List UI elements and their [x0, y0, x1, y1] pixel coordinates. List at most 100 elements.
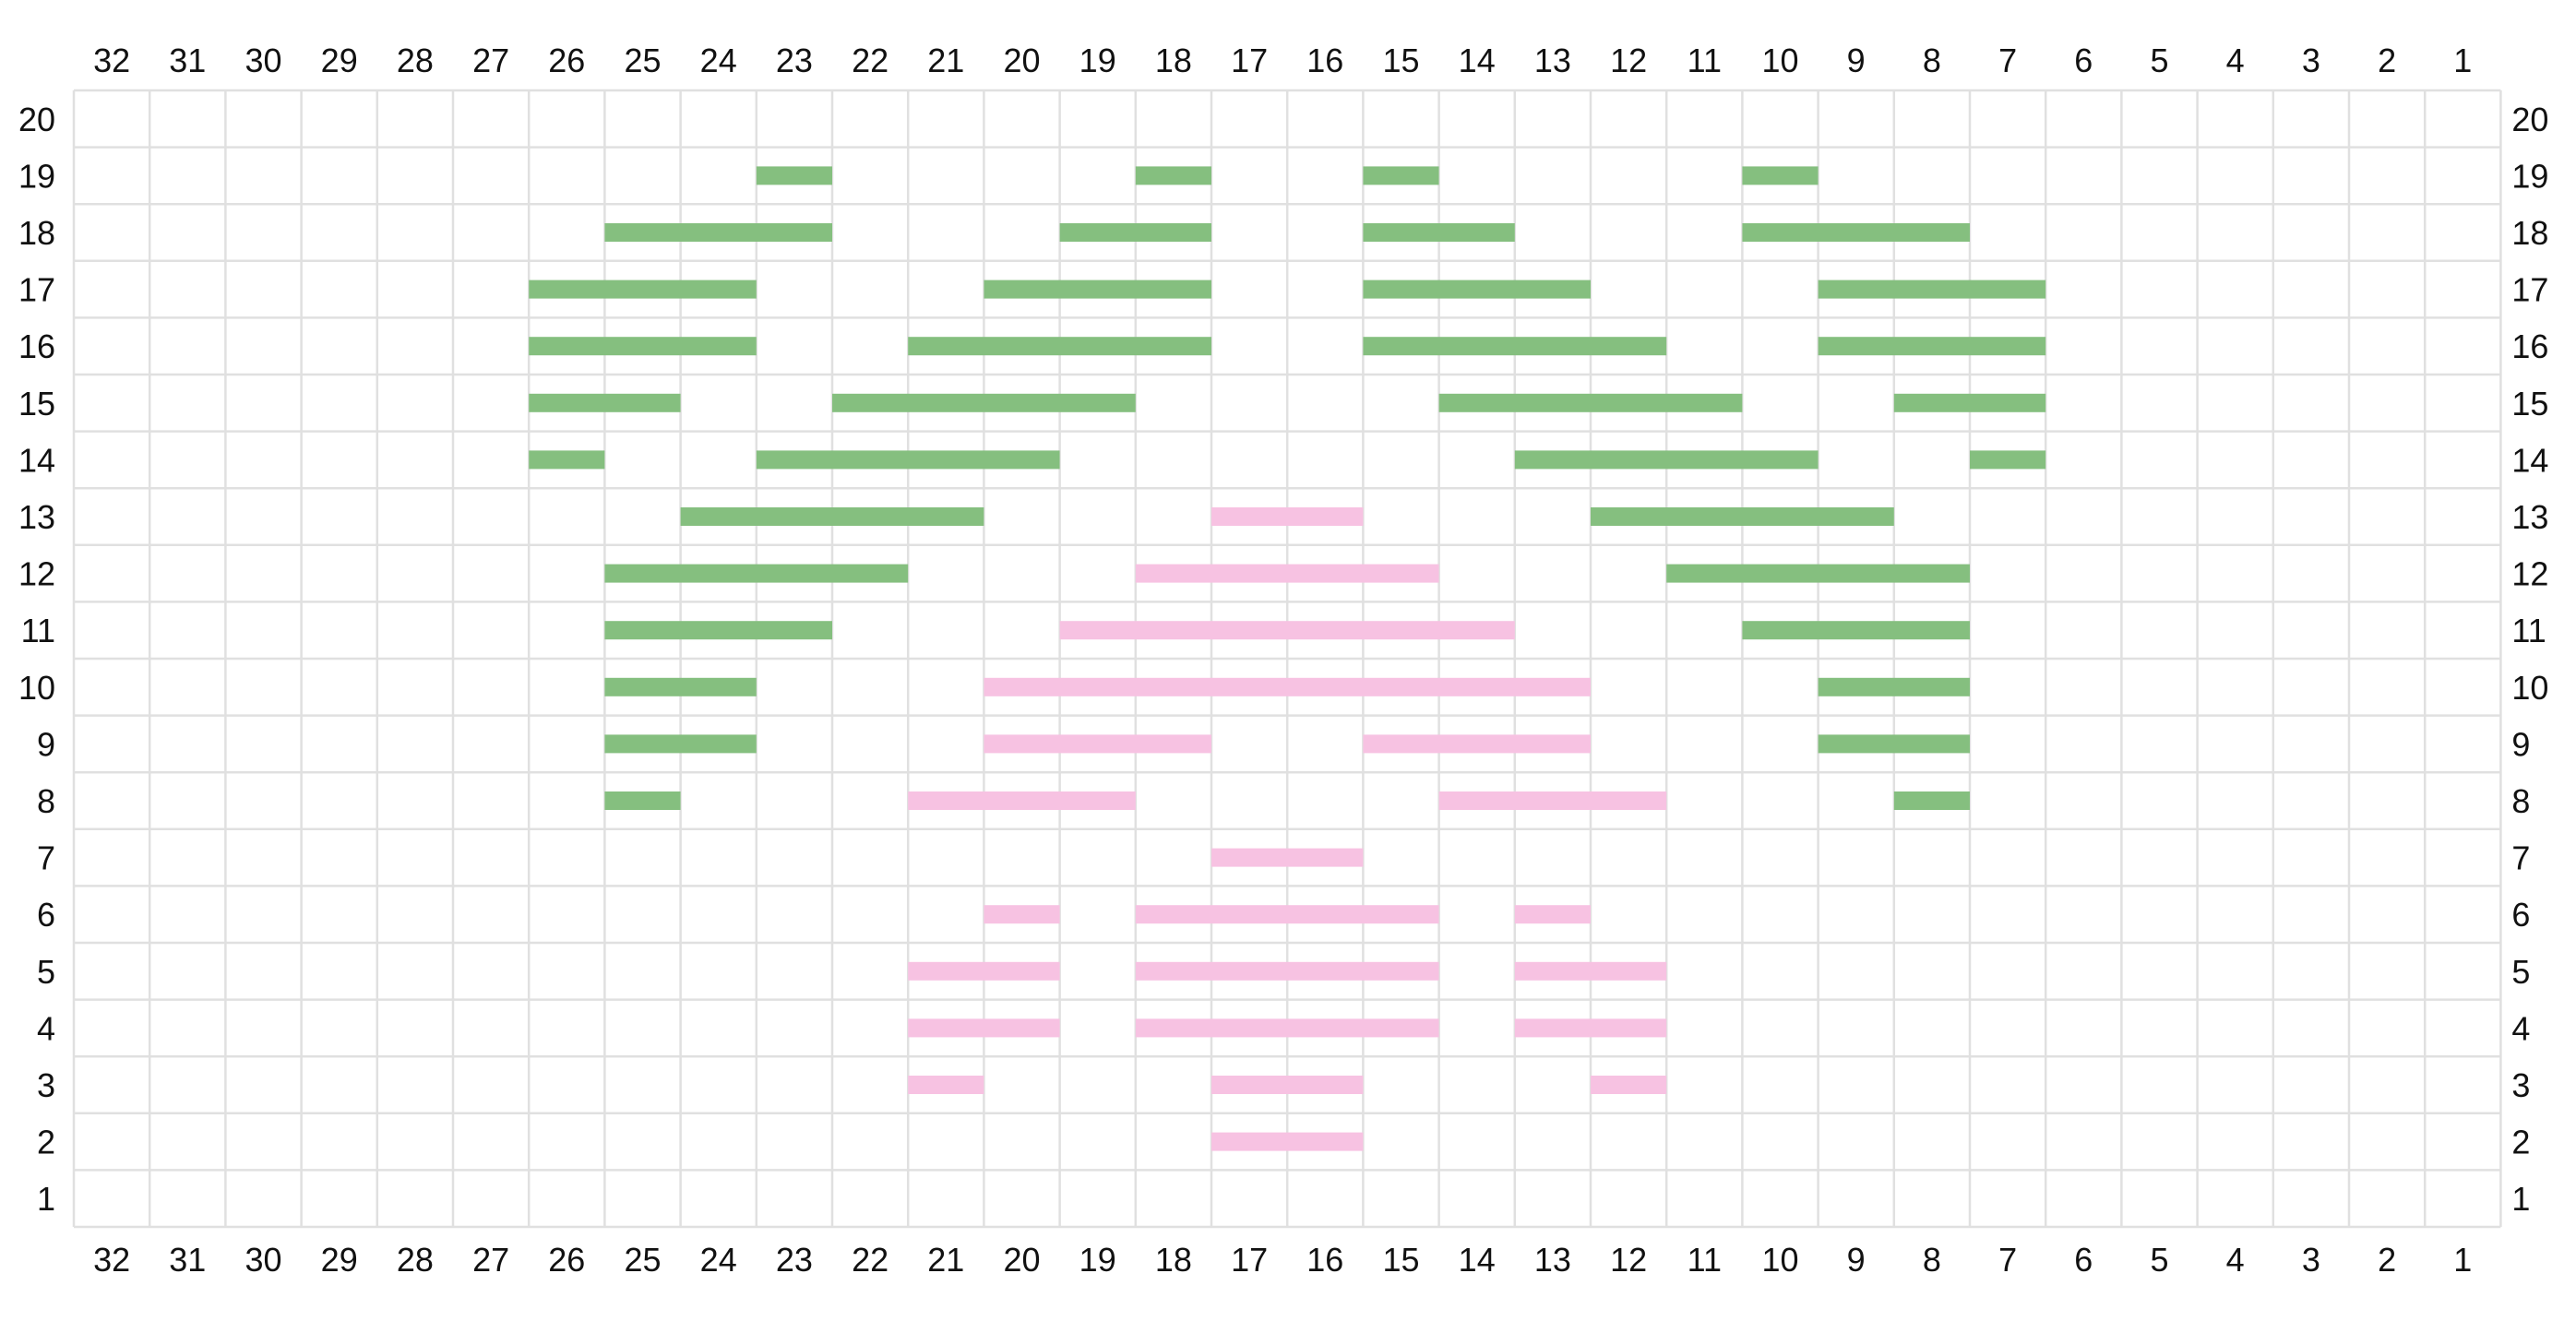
- green-segment: [604, 677, 757, 696]
- green-segment: [1363, 280, 1591, 299]
- pink-segment: [1514, 905, 1591, 924]
- row-label-left: 7: [37, 839, 55, 877]
- grid-lines: [72, 89, 2502, 1229]
- green-segment: [756, 166, 832, 185]
- column-label-bottom: 27: [472, 1241, 509, 1279]
- segments: [529, 166, 2046, 1151]
- green-segment: [604, 564, 909, 583]
- pink-segment: [1059, 621, 1515, 640]
- green-segment: [1818, 734, 1970, 754]
- pink-segment: [1363, 734, 1591, 754]
- row-label-right: 16: [2511, 327, 2548, 365]
- row-label-left: 12: [18, 555, 55, 593]
- green-segment: [1363, 223, 1515, 242]
- row-label-right: 15: [2511, 385, 2548, 422]
- row-label-right: 8: [2511, 782, 2530, 820]
- column-label-bottom: 32: [93, 1241, 130, 1279]
- row-label-left: 18: [18, 214, 55, 252]
- pink-segment: [1438, 791, 1667, 810]
- column-label-bottom: 16: [1306, 1241, 1343, 1279]
- green-segment: [1818, 337, 2046, 356]
- column-label-top: 9: [1847, 42, 1866, 79]
- green-segment: [1363, 166, 1439, 185]
- column-label-top: 4: [2226, 42, 2245, 79]
- row-label-left: 20: [18, 101, 55, 138]
- column-label-top: 5: [2150, 42, 2168, 79]
- column-label-top: 21: [927, 42, 964, 79]
- row-label-left: 19: [18, 157, 55, 195]
- column-label-bottom: 13: [1534, 1241, 1571, 1279]
- green-segment: [1818, 280, 2046, 299]
- column-label-bottom: 26: [548, 1241, 585, 1279]
- green-segment: [908, 337, 1211, 356]
- column-label-top: 16: [1306, 42, 1343, 79]
- column-label-top: 22: [852, 42, 888, 79]
- green-segment: [604, 223, 832, 242]
- column-label-top: 13: [1534, 42, 1571, 79]
- row-label-right: 19: [2511, 157, 2548, 195]
- green-segment: [1059, 223, 1211, 242]
- column-label-top: 7: [1998, 42, 2017, 79]
- pink-segment: [1211, 1132, 1364, 1151]
- row-label-left: 17: [18, 271, 55, 309]
- column-label-top: 25: [624, 42, 661, 79]
- green-segment: [529, 450, 605, 470]
- row-label-right: 17: [2511, 271, 2548, 309]
- row-label-right: 11: [2511, 612, 2546, 649]
- column-label-bottom: 17: [1231, 1241, 1268, 1279]
- row-label-left: 2: [37, 1124, 55, 1161]
- column-label-top: 12: [1610, 42, 1647, 79]
- column-label-top: 18: [1155, 42, 1192, 79]
- column-label-bottom: 30: [244, 1241, 281, 1279]
- column-label-top: 32: [93, 42, 130, 79]
- green-segment: [1514, 450, 1819, 470]
- column-label-top: 23: [776, 42, 813, 79]
- row-label-left: 13: [18, 498, 55, 536]
- row-label-left: 3: [37, 1066, 55, 1104]
- column-label-top: 3: [2302, 42, 2320, 79]
- pink-segment: [908, 791, 1136, 810]
- row-label-right: 7: [2511, 839, 2530, 877]
- green-segment: [1363, 337, 1667, 356]
- green-segment: [1135, 166, 1211, 185]
- row-label-left: 11: [21, 612, 55, 649]
- pink-segment: [1211, 507, 1364, 526]
- column-label-bottom: 7: [1998, 1241, 2017, 1279]
- pink-segment: [1514, 1018, 1667, 1038]
- row-label-right: 9: [2511, 725, 2530, 763]
- column-label-top: 2: [2378, 42, 2396, 79]
- column-label-top: 24: [700, 42, 737, 79]
- green-segment: [604, 621, 832, 640]
- green-segment: [680, 507, 984, 526]
- row-label-left: 16: [18, 327, 55, 365]
- pink-segment: [1211, 848, 1364, 867]
- column-label-bottom: 18: [1155, 1241, 1192, 1279]
- green-segment: [604, 734, 757, 754]
- row-label-right: 3: [2511, 1066, 2530, 1104]
- green-segment: [604, 791, 681, 810]
- green-segment: [1666, 564, 1970, 583]
- column-label-bottom: 10: [1761, 1241, 1798, 1279]
- green-segment: [1438, 393, 1743, 412]
- green-segment: [1893, 791, 1970, 810]
- column-label-top: 17: [1231, 42, 1268, 79]
- pink-segment: [1135, 1018, 1439, 1038]
- row-label-right: 10: [2511, 669, 2548, 707]
- column-label-top: 1: [2453, 42, 2472, 79]
- column-label-top: 28: [397, 42, 434, 79]
- green-segment: [832, 393, 1136, 412]
- column-label-top: 20: [1003, 42, 1040, 79]
- column-label-bottom: 28: [397, 1241, 434, 1279]
- row-label-right: 4: [2511, 1009, 2530, 1047]
- row-label-left: 8: [37, 782, 55, 820]
- green-segment: [529, 280, 757, 299]
- pink-segment: [984, 905, 1060, 924]
- pink-segment: [984, 677, 1591, 696]
- column-label-bottom: 15: [1382, 1241, 1419, 1279]
- green-segment: [1893, 393, 2046, 412]
- row-label-left: 5: [37, 953, 55, 991]
- row-label-left: 10: [18, 669, 55, 707]
- row-label-left: 14: [18, 441, 55, 479]
- pink-segment: [984, 734, 1211, 754]
